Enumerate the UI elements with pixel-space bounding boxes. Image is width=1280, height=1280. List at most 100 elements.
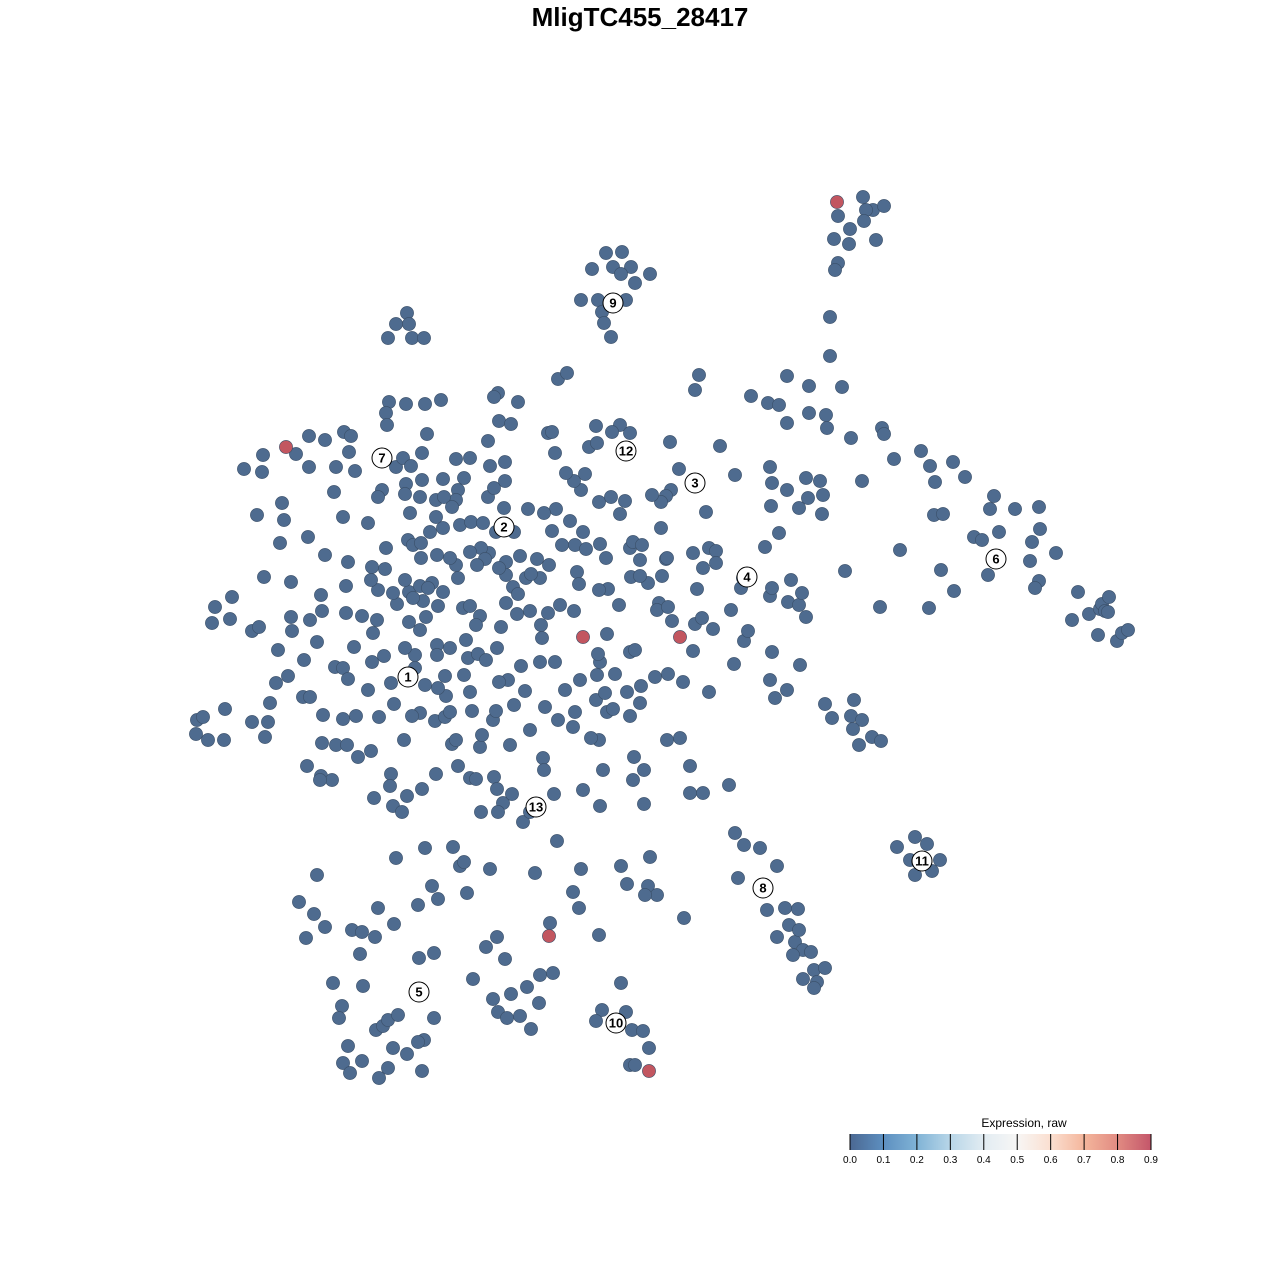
data-point	[614, 859, 628, 873]
data-point	[877, 199, 891, 213]
data-point	[402, 317, 416, 331]
data-point	[792, 923, 806, 937]
data-point	[566, 720, 580, 734]
data-point	[857, 214, 871, 228]
data-point	[371, 901, 385, 915]
cluster-label-badge	[615, 440, 637, 462]
data-point	[595, 1003, 609, 1017]
data-point	[835, 380, 849, 394]
data-point	[852, 738, 866, 752]
data-point	[589, 419, 603, 433]
data-point	[415, 446, 429, 460]
data-point	[579, 542, 593, 556]
data-point	[489, 704, 503, 718]
data-point	[893, 543, 907, 557]
data-point	[923, 459, 937, 473]
data-point	[874, 734, 888, 748]
data-point	[498, 455, 512, 469]
data-point	[445, 500, 459, 514]
data-point	[372, 1071, 386, 1085]
data-point	[406, 591, 420, 605]
cluster-label: 7	[371, 447, 393, 469]
data-point	[430, 648, 444, 662]
data-point	[677, 911, 691, 925]
data-point	[633, 553, 647, 567]
data-point	[479, 940, 493, 954]
data-point	[457, 855, 471, 869]
data-point	[336, 510, 350, 524]
data-point	[273, 536, 287, 550]
chart-title: MligTC455_28417	[531, 2, 749, 32]
data-point	[690, 582, 704, 596]
data-point	[429, 510, 443, 524]
data-point	[987, 489, 1001, 503]
data-point	[366, 626, 380, 640]
data-point	[271, 643, 285, 657]
data-point	[460, 886, 474, 900]
data-point	[772, 398, 786, 412]
data-point	[660, 733, 674, 747]
cluster-label-text: 6	[992, 552, 999, 567]
data-point	[823, 310, 837, 324]
data-point	[558, 683, 572, 697]
data-point	[476, 516, 490, 530]
data-point	[599, 246, 613, 260]
legend-title: Expression, raw	[981, 1116, 1067, 1130]
data-point	[292, 895, 306, 909]
data-point	[696, 561, 710, 575]
data-point	[336, 1056, 350, 1070]
data-point	[329, 460, 343, 474]
cluster-label: 3	[684, 472, 706, 494]
data-point	[427, 946, 441, 960]
cluster-label: 9	[602, 292, 624, 314]
data-point	[663, 435, 677, 449]
data-point	[633, 569, 647, 583]
data-point	[463, 451, 477, 465]
data-point	[371, 490, 385, 504]
data-point	[654, 521, 668, 535]
data-point	[791, 902, 805, 916]
cluster-label-text: 7	[378, 451, 385, 466]
data-point	[381, 331, 395, 345]
data-point	[365, 655, 379, 669]
data-point	[365, 560, 379, 574]
data-point	[802, 379, 816, 393]
data-point	[237, 462, 251, 476]
data-point	[497, 501, 511, 515]
data-point	[818, 961, 832, 975]
data-point	[838, 564, 852, 578]
data-point	[457, 668, 471, 682]
data-point	[387, 697, 401, 711]
data-point	[1008, 502, 1022, 516]
data-point	[297, 653, 311, 667]
data-point	[315, 736, 329, 750]
data-point	[537, 763, 551, 777]
data-point	[189, 727, 203, 741]
data-point	[778, 901, 792, 915]
data-point	[877, 427, 891, 441]
data-point	[299, 931, 313, 945]
data-point	[411, 898, 425, 912]
data-point	[446, 840, 460, 854]
data-point	[429, 767, 443, 781]
data-point	[764, 499, 778, 513]
data-point	[772, 526, 786, 540]
data-point	[555, 538, 569, 552]
data-point	[277, 513, 291, 527]
data-point	[483, 459, 497, 473]
cluster-label: 1	[397, 666, 419, 688]
data-point	[377, 649, 391, 663]
data-point	[310, 635, 324, 649]
data-point	[398, 487, 412, 501]
data-point	[336, 712, 350, 726]
cluster-label: 11	[911, 850, 933, 872]
data-point	[500, 1011, 514, 1025]
data-point	[559, 466, 573, 480]
data-point	[257, 570, 271, 584]
cluster-label: 8	[752, 877, 774, 899]
data-point	[498, 952, 512, 966]
points-layer	[189, 190, 1135, 1085]
data-point	[524, 567, 538, 581]
data-point	[503, 738, 517, 752]
data-point	[596, 763, 610, 777]
